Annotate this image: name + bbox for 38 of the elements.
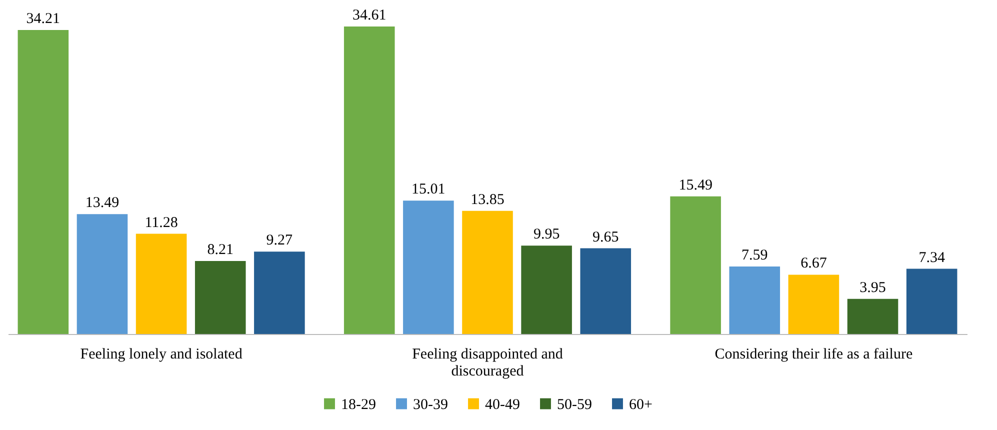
- bar: [254, 252, 305, 334]
- data-label: 9.95: [533, 226, 560, 243]
- bar: [136, 234, 187, 334]
- x-tick-label: Feeling lonely and isolated: [80, 346, 243, 362]
- data-label: 9.27: [266, 232, 294, 249]
- data-label: 9.65: [592, 229, 619, 246]
- legend-label: 60+: [629, 396, 652, 413]
- data-label: 8.21: [207, 242, 234, 258]
- data-label: 11.28: [144, 214, 178, 231]
- bar: [729, 266, 780, 334]
- x-tick-label: Considering their life as a failure: [714, 346, 913, 362]
- data-label: 34.61: [352, 7, 386, 24]
- legend-label: 30-39: [413, 396, 448, 413]
- bar: [906, 268, 958, 334]
- bar: [580, 248, 632, 334]
- bar: [344, 26, 395, 334]
- data-label: 34.21: [26, 11, 60, 28]
- data-label: 15.49: [678, 177, 712, 194]
- bar: [403, 200, 454, 334]
- data-label: 7.34: [918, 250, 946, 266]
- data-label: 3.95: [860, 280, 886, 296]
- data-label: 6.67: [800, 256, 828, 272]
- data-label: 13.85: [470, 192, 504, 208]
- legend-label: 50-59: [557, 396, 592, 413]
- bar: [18, 30, 69, 334]
- bar: [521, 246, 572, 334]
- bar: [76, 214, 128, 334]
- data-label: 15.01: [412, 182, 446, 198]
- legend-label: 40-49: [485, 396, 520, 413]
- data-label: 7.59: [742, 248, 768, 264]
- bar: [462, 210, 513, 334]
- bar: [670, 196, 721, 334]
- data-label: 13.49: [85, 195, 120, 212]
- bar: [788, 274, 840, 334]
- legend-label: 18-29: [341, 396, 376, 413]
- bar: [847, 298, 898, 334]
- bar: [194, 261, 246, 334]
- x-tick-label: Feeling disappointed and discouraged: [412, 346, 564, 380]
